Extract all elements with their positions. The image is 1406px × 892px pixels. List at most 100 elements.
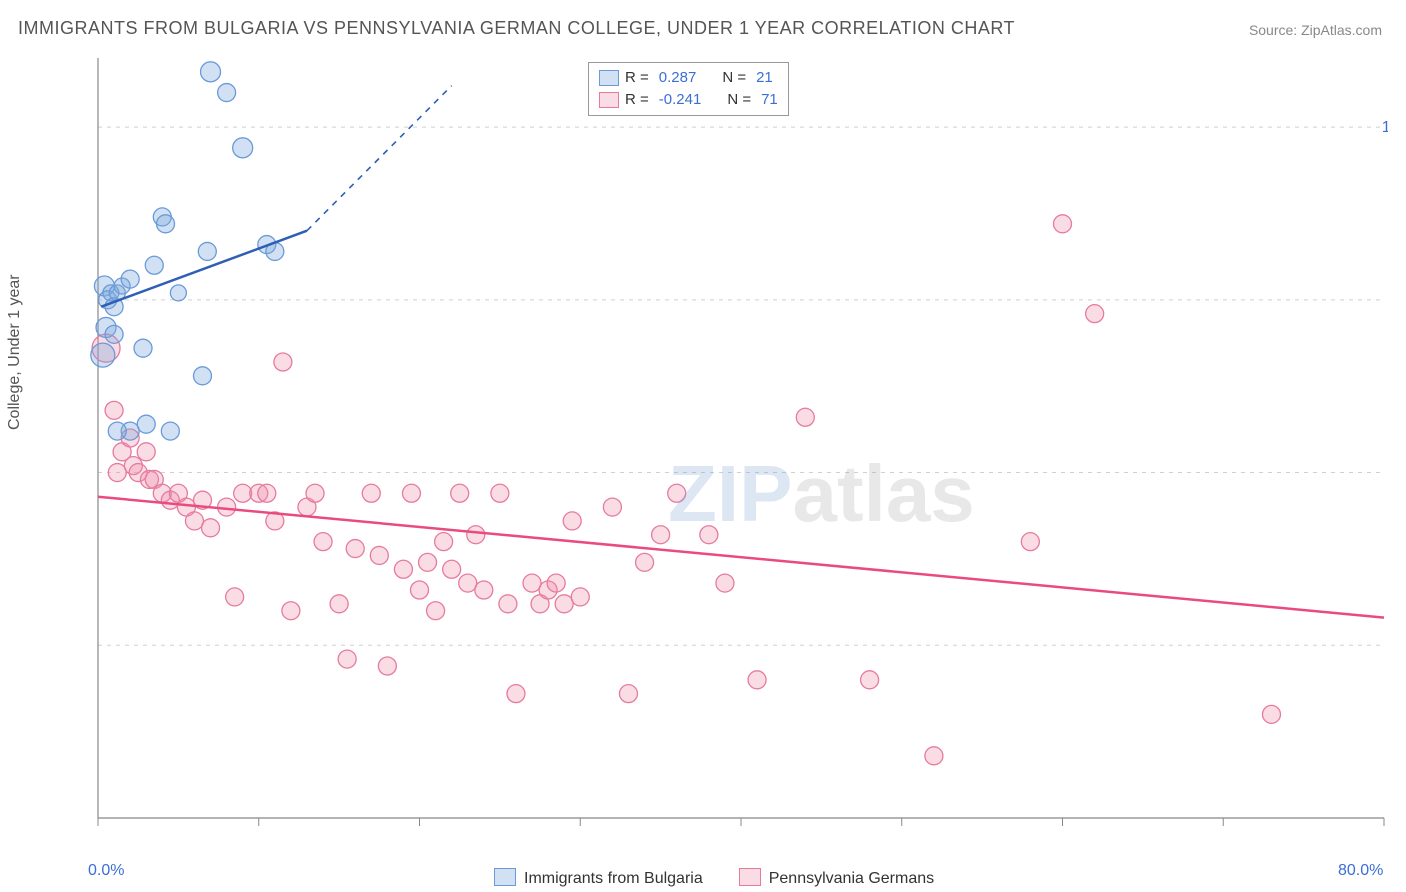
data-point	[925, 747, 943, 765]
data-point	[108, 422, 126, 440]
data-point	[523, 574, 541, 592]
data-point	[507, 685, 525, 703]
data-point	[668, 484, 686, 502]
swatch-pink	[599, 92, 619, 108]
data-point	[467, 526, 485, 544]
data-point	[571, 588, 589, 606]
data-point	[411, 581, 429, 599]
data-point	[419, 553, 437, 571]
data-point	[475, 581, 493, 599]
data-point	[555, 595, 573, 613]
data-point	[161, 422, 179, 440]
data-point	[796, 408, 814, 426]
data-point	[108, 464, 126, 482]
data-point	[274, 353, 292, 371]
data-point	[137, 443, 155, 461]
data-point	[443, 560, 461, 578]
trend-line-blue-dash	[307, 86, 452, 231]
r-value-blue: 0.287	[659, 67, 697, 89]
data-point	[201, 62, 221, 82]
legend-label-blue: Immigrants from Bulgaria	[524, 870, 703, 887]
data-point	[362, 484, 380, 502]
legend-label-pink: Pennsylvania Germans	[769, 870, 934, 887]
data-point	[134, 339, 152, 357]
data-point	[218, 84, 236, 102]
data-point	[198, 242, 216, 260]
data-point	[563, 512, 581, 530]
data-point	[233, 138, 253, 158]
n-label: N =	[727, 89, 751, 111]
data-point	[1054, 215, 1072, 233]
correlation-legend: R = 0.287 N = 21 R = -0.241 N = 71	[588, 62, 789, 116]
data-point	[603, 498, 621, 516]
trend-line-pink	[98, 497, 1384, 618]
source-link[interactable]: ZipAtlas.com	[1301, 22, 1382, 38]
y-axis-label: College, Under 1 year	[6, 274, 24, 430]
data-point	[378, 657, 396, 675]
data-point	[427, 602, 445, 620]
data-point	[435, 533, 453, 551]
series-legend: Immigrants from Bulgaria Pennsylvania Ge…	[494, 868, 934, 888]
data-point	[394, 560, 412, 578]
r-value-pink: -0.241	[659, 89, 702, 111]
data-point	[1262, 705, 1280, 723]
data-point	[330, 595, 348, 613]
source-label: Source: ZipAtlas.com	[1249, 22, 1382, 38]
data-point	[402, 484, 420, 502]
source-prefix: Source:	[1249, 22, 1301, 38]
data-point	[619, 685, 637, 703]
n-value-pink: 71	[761, 89, 778, 111]
data-point	[451, 484, 469, 502]
data-point	[346, 540, 364, 558]
chart-svg: 25.0%50.0%75.0%100.0%	[48, 48, 1388, 838]
data-point	[105, 401, 123, 419]
data-point	[202, 519, 220, 537]
chart-title: IMMIGRANTS FROM BULGARIA VS PENNSYLVANIA…	[18, 18, 1015, 39]
data-point	[748, 671, 766, 689]
swatch-blue	[494, 868, 516, 886]
data-point	[700, 526, 718, 544]
data-point	[145, 256, 163, 274]
data-point	[282, 602, 300, 620]
trend-line-blue	[101, 231, 307, 307]
data-point	[137, 415, 155, 433]
chart-area: 25.0%50.0%75.0%100.0% ZIPatlas R = 0.287…	[48, 48, 1388, 838]
data-point	[338, 650, 356, 668]
x-tick-label: 0.0%	[88, 862, 124, 880]
data-point	[193, 367, 211, 385]
data-point	[170, 285, 186, 301]
data-point	[652, 526, 670, 544]
data-point	[459, 574, 477, 592]
n-value-blue: 21	[756, 67, 773, 89]
data-point	[258, 484, 276, 502]
data-point	[499, 595, 517, 613]
data-point	[491, 484, 509, 502]
data-point	[157, 215, 175, 233]
data-point	[105, 325, 123, 343]
x-tick-label: 80.0%	[1338, 862, 1383, 880]
data-point	[370, 546, 388, 564]
data-point	[314, 533, 332, 551]
legend-row-pink: R = -0.241 N = 71	[599, 89, 778, 111]
y-tick-label: 100.0%	[1382, 119, 1388, 136]
r-label: R =	[625, 89, 649, 111]
data-point	[861, 671, 879, 689]
data-point	[1086, 305, 1104, 323]
swatch-blue	[599, 70, 619, 86]
data-point	[306, 484, 324, 502]
data-point	[1021, 533, 1039, 551]
legend-item-pink: Pennsylvania Germans	[739, 868, 934, 888]
r-label: R =	[625, 67, 649, 89]
data-point	[121, 270, 139, 288]
data-point	[91, 343, 115, 367]
data-point	[547, 574, 565, 592]
swatch-pink	[739, 868, 761, 886]
legend-item-blue: Immigrants from Bulgaria	[494, 868, 703, 888]
data-point	[636, 553, 654, 571]
data-point	[234, 484, 252, 502]
data-point	[185, 512, 203, 530]
n-label: N =	[722, 67, 746, 89]
data-point	[226, 588, 244, 606]
legend-row-blue: R = 0.287 N = 21	[599, 67, 778, 89]
data-point	[716, 574, 734, 592]
